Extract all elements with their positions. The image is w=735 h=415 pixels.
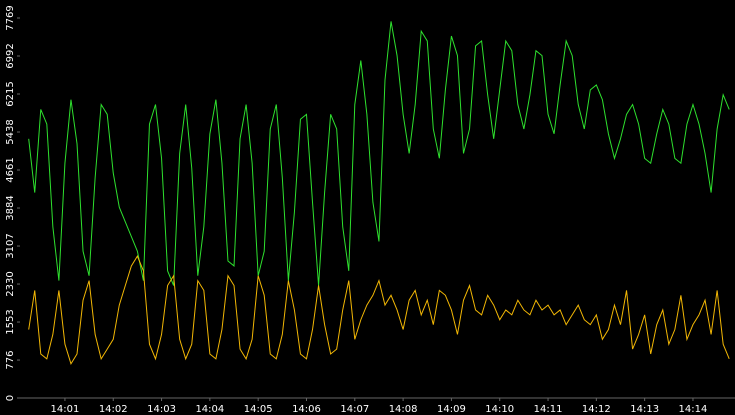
y-tick-label: 7769 bbox=[5, 5, 16, 30]
x-tick-label: 14:11 bbox=[534, 404, 563, 415]
x-tick-label: 14:05 bbox=[244, 404, 273, 415]
x-tick-label: 14:10 bbox=[485, 404, 514, 415]
y-tick-label: 1553 bbox=[5, 309, 16, 334]
y-tick-label: 776 bbox=[5, 350, 16, 369]
x-tick-label: 14:08 bbox=[389, 404, 418, 415]
y-tick-label: 3884 bbox=[5, 195, 16, 220]
x-tick-label: 14:04 bbox=[195, 404, 224, 415]
x-tick-label: 14:09 bbox=[437, 404, 466, 415]
y-tick-label: 6215 bbox=[5, 81, 16, 106]
x-tick-label: 14:13 bbox=[630, 404, 659, 415]
y-tick-label: 3107 bbox=[5, 233, 16, 258]
x-tick-label: 14:03 bbox=[147, 404, 176, 415]
x-tick-label: 14:12 bbox=[582, 404, 611, 415]
x-tick-label: 14:07 bbox=[340, 404, 369, 415]
x-tick-label: 14:02 bbox=[99, 404, 128, 415]
y-tick-label: 6992 bbox=[5, 43, 16, 68]
y-tick-label: 4661 bbox=[5, 157, 16, 182]
x-tick-label: 14:01 bbox=[51, 404, 80, 415]
series-line bbox=[28, 255, 730, 365]
y-tick-label: 2330 bbox=[5, 271, 16, 296]
x-tick-label: 14:14 bbox=[679, 404, 708, 415]
y-tick-label: 5438 bbox=[5, 119, 16, 144]
x-tick-label: 14:06 bbox=[292, 404, 321, 415]
y-tick-label: 0 bbox=[5, 395, 16, 401]
series-line bbox=[28, 21, 730, 286]
